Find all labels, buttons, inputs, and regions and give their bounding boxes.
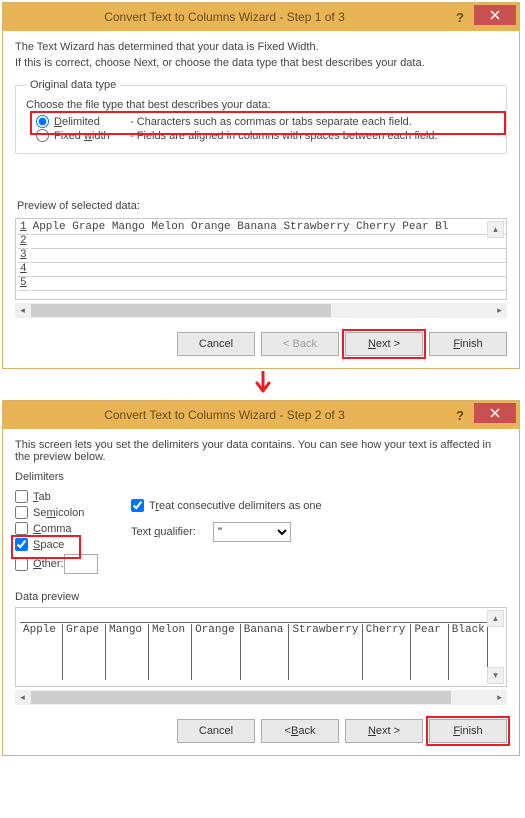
- back-button[interactable]: < Back: [261, 719, 339, 743]
- row-data: Apple Grape Mango Melon Orange Banana St…: [31, 221, 506, 291]
- chk-other-label[interactable]: Other:: [33, 558, 64, 570]
- preview-col: Banana: [241, 624, 290, 680]
- next-button[interactable]: Next >: [345, 719, 423, 743]
- highlight-box-delimited: [30, 111, 506, 135]
- hscroll[interactable]: ◂ ▸: [15, 302, 507, 318]
- text-qualifier-label: Text qualifier:: [131, 526, 213, 538]
- intro-text-2: If this is correct, choose Next, or choo…: [15, 57, 507, 69]
- dialog-body: The Text Wizard has determined that your…: [3, 31, 519, 368]
- delimiters-legend: Delimiters: [15, 471, 507, 483]
- data-preview-label: Data preview: [15, 591, 507, 603]
- preview-col: Mango: [106, 624, 149, 680]
- scroll-left-icon[interactable]: ◂: [15, 690, 30, 705]
- preview-col: Grape: [63, 624, 106, 680]
- group-legend: Original data type: [26, 79, 120, 91]
- chk-comma-label[interactable]: Comma: [33, 523, 72, 535]
- titlebar: Convert Text to Columns Wizard - Step 1 …: [3, 3, 519, 31]
- chk-comma[interactable]: [15, 522, 28, 535]
- preview-data-row: Apple Grape Mango Melon Orange Banana St…: [31, 221, 506, 235]
- scroll-up-icon[interactable]: ▴: [487, 221, 504, 238]
- cancel-button[interactable]: Cancel: [177, 332, 255, 356]
- highlight-box-space: [11, 535, 81, 559]
- scroll-left-icon[interactable]: ◂: [15, 303, 30, 318]
- close-button[interactable]: [474, 403, 516, 423]
- wizard-step2-dialog: Convert Text to Columns Wizard - Step 2 …: [2, 400, 520, 756]
- close-button[interactable]: [474, 5, 516, 25]
- scroll-track[interactable]: [30, 690, 492, 705]
- cancel-button[interactable]: Cancel: [177, 719, 255, 743]
- scroll-up-icon[interactable]: ▴: [487, 610, 504, 627]
- finish-button[interactable]: Finish: [429, 719, 507, 743]
- chk-tab[interactable]: [15, 490, 28, 503]
- preview-col: Cherry: [363, 624, 412, 680]
- preview-box: 12345 Apple Grape Mango Melon Orange Ban…: [15, 218, 507, 300]
- scroll-track[interactable]: [30, 303, 492, 318]
- preview-col: Pear: [411, 624, 448, 680]
- help-button[interactable]: ?: [446, 408, 474, 423]
- data-preview-box: AppleGrapeMangoMelonOrangeBananaStrawber…: [15, 607, 507, 687]
- button-row: Cancel < Back Next > Finish: [15, 719, 507, 743]
- preview-col: Orange: [192, 624, 241, 680]
- back-button[interactable]: < Back: [261, 332, 339, 356]
- chk-treat-consecutive-label[interactable]: Treat consecutive delimiters as one: [149, 500, 322, 512]
- dialog-body: This screen lets you set the delimiters …: [3, 429, 519, 755]
- chk-semicolon[interactable]: [15, 506, 28, 519]
- button-row: Cancel < Back Next > Finish: [15, 332, 507, 356]
- title-text: Convert Text to Columns Wizard - Step 1 …: [3, 10, 446, 24]
- row-numbers: 12345: [18, 221, 31, 291]
- scroll-right-icon[interactable]: ▸: [492, 690, 507, 705]
- chk-treat-consecutive[interactable]: [131, 499, 144, 512]
- wizard-step1-dialog: Convert Text to Columns Wizard - Step 1 …: [2, 2, 520, 369]
- arrow-down-icon: [0, 371, 525, 398]
- original-data-type-group: Original data type Choose the file type …: [15, 79, 507, 154]
- choose-label: Choose the file type that best describes…: [26, 99, 496, 111]
- scroll-thumb[interactable]: [31, 691, 451, 704]
- text-qualifier-select[interactable]: ": [213, 522, 291, 542]
- chk-other[interactable]: [15, 558, 28, 571]
- preview-col: Apple: [20, 624, 63, 680]
- scroll-thumb[interactable]: [31, 304, 331, 317]
- delimiters-group: Delimiters Tab Semicolon Comma Space Oth…: [15, 471, 507, 577]
- finish-button[interactable]: Finish: [429, 332, 507, 356]
- chk-semicolon-label[interactable]: Semicolon: [33, 507, 84, 519]
- hscroll[interactable]: ◂ ▸: [15, 689, 507, 705]
- preview-col: Melon: [149, 624, 192, 680]
- preview-col: Black: [449, 624, 488, 680]
- preview-columns: AppleGrapeMangoMelonOrangeBananaStrawber…: [20, 624, 488, 680]
- next-button[interactable]: Next >: [345, 332, 423, 356]
- intro-text: This screen lets you set the delimiters …: [15, 439, 507, 463]
- preview-label: Preview of selected data:: [17, 200, 507, 212]
- delimiter-checkboxes: Tab Semicolon Comma Space Other:: [15, 487, 131, 577]
- preview-col: Strawberry: [289, 624, 362, 680]
- delimiter-options: Treat consecutive delimiters as one Text…: [131, 487, 507, 577]
- scroll-right-icon[interactable]: ▸: [492, 303, 507, 318]
- title-text: Convert Text to Columns Wizard - Step 2 …: [3, 408, 446, 422]
- titlebar: Convert Text to Columns Wizard - Step 2 …: [3, 401, 519, 429]
- scroll-down-icon[interactable]: ▾: [487, 667, 504, 684]
- help-button[interactable]: ?: [446, 10, 474, 25]
- intro-text-1: The Text Wizard has determined that your…: [15, 41, 507, 53]
- chk-tab-label[interactable]: Tab: [33, 491, 51, 503]
